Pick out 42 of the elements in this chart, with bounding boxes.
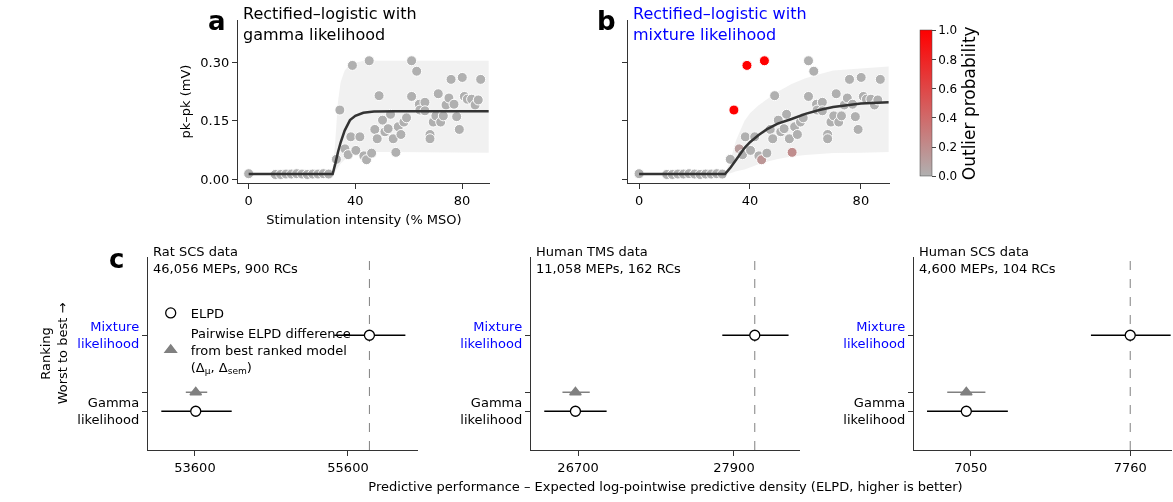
y-axis-title: pk–pk (mV) bbox=[178, 64, 194, 139]
x-tick-label: 55600 bbox=[327, 459, 369, 475]
x-tick-label: 53600 bbox=[174, 459, 216, 475]
x-axis-title: Predictive performance – Expected log-pointwise predictive density (ELPD, higher is better) bbox=[368, 479, 963, 495]
x-tick-label: 7760 bbox=[1113, 459, 1147, 475]
x-tick-label: 26700 bbox=[557, 459, 599, 475]
chart-title: Human TMS data 11,058 MEPs, 162 RCs bbox=[536, 243, 682, 276]
y-tick-label: Gamma likelihood bbox=[77, 395, 140, 428]
text: b bbox=[597, 6, 616, 36]
x-tick-label: 40 bbox=[347, 192, 364, 208]
color-bar-label: 1.0 bbox=[938, 23, 958, 38]
color-bar-label: 0.2 bbox=[938, 140, 958, 155]
chart-title: Rat SCS data 46,056 MEPs, 900 RCs bbox=[153, 243, 299, 276]
x-tick-label: 27900 bbox=[713, 459, 755, 475]
text: c bbox=[109, 244, 125, 274]
y-tick-label: Gamma likelihood bbox=[843, 395, 906, 428]
chart-title: Rectified–logistic with mixture likelihood bbox=[633, 4, 807, 44]
x-tick-label: 80 bbox=[453, 192, 471, 208]
color-bar-title: Outlier probability bbox=[959, 26, 980, 181]
color-bar-label: 0.6 bbox=[938, 81, 958, 96]
legend-label: Pairwise ELPD difference from best ranked model (Δ$_{μ}$, Δ$_{sem}$) bbox=[190, 325, 351, 377]
y-tick-label: Mixture likelihood bbox=[77, 319, 140, 352]
color-bar-label: 0.8 bbox=[938, 52, 958, 67]
color-bar-label: 0.0 bbox=[938, 169, 958, 184]
x-tick-label: 80 bbox=[852, 192, 870, 208]
text: a bbox=[208, 6, 226, 36]
x-axis-title: Stimulation intensity (% MSO) bbox=[266, 212, 462, 228]
legend-label: ELPD bbox=[190, 306, 225, 322]
y-axis-title: Ranking Worst to best → bbox=[38, 302, 71, 405]
x-tick-label: 0 bbox=[634, 192, 644, 208]
x-tick-label: 40 bbox=[741, 192, 759, 208]
y-tick-label: 0.15 bbox=[200, 113, 230, 129]
x-tick-label: 0 bbox=[244, 192, 253, 208]
y-tick-label: 0.00 bbox=[200, 171, 230, 187]
x-tick-label: 7050 bbox=[954, 459, 988, 475]
y-tick-label: Mixture likelihood bbox=[460, 319, 523, 352]
y-tick-label: 0.30 bbox=[200, 55, 230, 71]
chart-title: Rectified–logistic with gamma likelihood bbox=[243, 4, 417, 44]
color-bar-label: 0.4 bbox=[938, 111, 958, 126]
y-tick-label: Mixture likelihood bbox=[843, 319, 906, 352]
chart-title: Human SCS data 4,600 MEPs, 104 RCs bbox=[919, 243, 1056, 276]
y-tick-label: Gamma likelihood bbox=[460, 395, 523, 428]
